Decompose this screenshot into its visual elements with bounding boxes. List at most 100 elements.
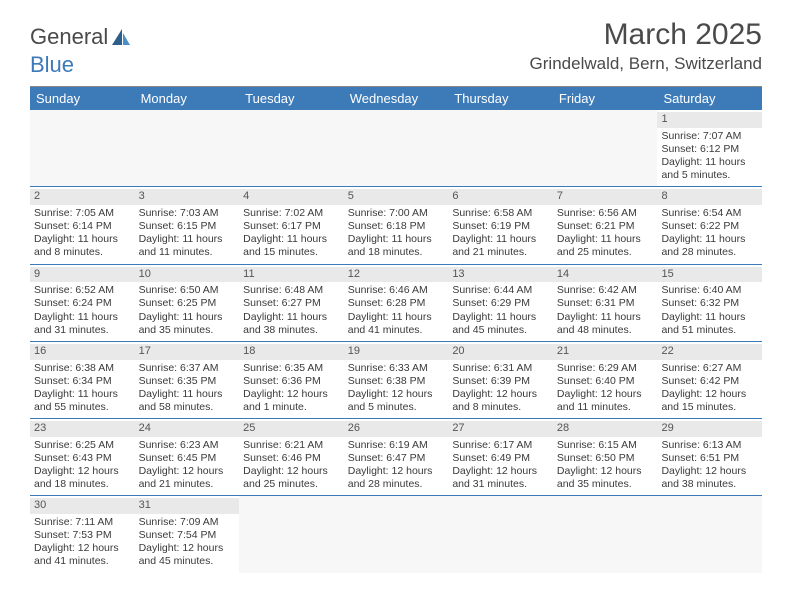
day-daylight: Daylight: 11 hours and 45 minutes. bbox=[452, 311, 549, 337]
week-row: 23Sunrise: 6:25 AMSunset: 6:43 PMDayligh… bbox=[30, 419, 762, 496]
week-row: 1 Sunrise: 7:07 AMSunset: 6:12 PMDaylight… bbox=[30, 110, 762, 187]
day-number: 19 bbox=[344, 344, 449, 360]
day-number: 30 bbox=[30, 498, 135, 514]
day-daylight: Daylight: 12 hours and 8 minutes. bbox=[452, 388, 549, 414]
day-sunset: Sunset: 6:31 PM bbox=[557, 297, 654, 310]
day-daylight: Daylight: 11 hours and 55 minutes. bbox=[34, 388, 131, 414]
day-cell: 19Sunrise: 6:33 AMSunset: 6:38 PMDayligh… bbox=[344, 342, 449, 418]
day-daylight: Daylight: 11 hours and 31 minutes. bbox=[34, 311, 131, 337]
day-daylight: Daylight: 11 hours and 38 minutes. bbox=[243, 311, 340, 337]
day-daylight: Daylight: 11 hours and 5 minutes. bbox=[661, 156, 758, 182]
day-number: 11 bbox=[239, 267, 344, 283]
day-daylight: Daylight: 11 hours and 28 minutes. bbox=[661, 233, 758, 259]
day-number: 29 bbox=[657, 421, 762, 437]
day-cell: 10Sunrise: 6:50 AMSunset: 6:25 PMDayligh… bbox=[135, 265, 240, 341]
day-sunset: Sunset: 6:39 PM bbox=[452, 375, 549, 388]
day-daylight: Daylight: 11 hours and 51 minutes. bbox=[661, 311, 758, 337]
day-cell: 5Sunrise: 7:00 AMSunset: 6:18 PMDaylight… bbox=[344, 187, 449, 263]
day-cell-empty bbox=[448, 496, 553, 572]
day-number: 28 bbox=[553, 421, 658, 437]
day-daylight: Daylight: 12 hours and 45 minutes. bbox=[139, 542, 236, 568]
day-sunset: Sunset: 6:19 PM bbox=[452, 220, 549, 233]
day-number: 24 bbox=[135, 421, 240, 437]
day-sunset: Sunset: 6:12 PM bbox=[661, 143, 758, 156]
day-number: 14 bbox=[553, 267, 658, 283]
day-cell: 23Sunrise: 6:25 AMSunset: 6:43 PMDayligh… bbox=[30, 419, 135, 495]
day-daylight: Daylight: 11 hours and 41 minutes. bbox=[348, 311, 445, 337]
day-cell: 21Sunrise: 6:29 AMSunset: 6:40 PMDayligh… bbox=[553, 342, 658, 418]
day-number: 5 bbox=[344, 189, 449, 205]
day-sunrise: Sunrise: 7:07 AM bbox=[661, 130, 758, 143]
day-number: 25 bbox=[239, 421, 344, 437]
day-cell: 26Sunrise: 6:19 AMSunset: 6:47 PMDayligh… bbox=[344, 419, 449, 495]
day-number: 13 bbox=[448, 267, 553, 283]
day-number: 22 bbox=[657, 344, 762, 360]
day-daylight: Daylight: 11 hours and 15 minutes. bbox=[243, 233, 340, 259]
day-sunrise: Sunrise: 7:03 AM bbox=[139, 207, 236, 220]
day-sunset: Sunset: 6:27 PM bbox=[243, 297, 340, 310]
day-cell: 29Sunrise: 6:13 AMSunset: 6:51 PMDayligh… bbox=[657, 419, 762, 495]
day-sunrise: Sunrise: 6:46 AM bbox=[348, 284, 445, 297]
day-cell: 15Sunrise: 6:40 AMSunset: 6:32 PMDayligh… bbox=[657, 265, 762, 341]
day-daylight: Daylight: 11 hours and 48 minutes. bbox=[557, 311, 654, 337]
day-sunset: Sunset: 6:25 PM bbox=[139, 297, 236, 310]
day-sunset: Sunset: 6:47 PM bbox=[348, 452, 445, 465]
day-sunrise: Sunrise: 7:09 AM bbox=[139, 516, 236, 529]
day-daylight: Daylight: 12 hours and 21 minutes. bbox=[139, 465, 236, 491]
weekday-header-cell: Thursday bbox=[448, 87, 553, 110]
day-sunset: Sunset: 6:46 PM bbox=[243, 452, 340, 465]
brand-logo: General bbox=[30, 24, 132, 50]
day-sunrise: Sunrise: 6:25 AM bbox=[34, 439, 131, 452]
day-daylight: Daylight: 11 hours and 58 minutes. bbox=[139, 388, 236, 414]
day-sunrise: Sunrise: 6:21 AM bbox=[243, 439, 340, 452]
day-sunrise: Sunrise: 6:29 AM bbox=[557, 362, 654, 375]
day-sunset: Sunset: 6:49 PM bbox=[452, 452, 549, 465]
day-daylight: Daylight: 12 hours and 5 minutes. bbox=[348, 388, 445, 414]
day-sunset: Sunset: 6:45 PM bbox=[139, 452, 236, 465]
day-number: 20 bbox=[448, 344, 553, 360]
day-sunset: Sunset: 6:21 PM bbox=[557, 220, 654, 233]
day-sunset: Sunset: 6:40 PM bbox=[557, 375, 654, 388]
day-sunset: Sunset: 7:54 PM bbox=[139, 529, 236, 542]
day-cell-empty bbox=[553, 496, 658, 572]
day-daylight: Daylight: 12 hours and 25 minutes. bbox=[243, 465, 340, 491]
day-sunrise: Sunrise: 6:50 AM bbox=[139, 284, 236, 297]
day-cell: 14Sunrise: 6:42 AMSunset: 6:31 PMDayligh… bbox=[553, 265, 658, 341]
day-sunrise: Sunrise: 6:56 AM bbox=[557, 207, 654, 220]
day-number: 4 bbox=[239, 189, 344, 205]
day-cell-empty bbox=[344, 496, 449, 572]
day-sunset: Sunset: 6:24 PM bbox=[34, 297, 131, 310]
weekday-header-cell: Tuesday bbox=[239, 87, 344, 110]
day-number: 12 bbox=[344, 267, 449, 283]
day-sunrise: Sunrise: 6:13 AM bbox=[661, 439, 758, 452]
day-number: 6 bbox=[448, 189, 553, 205]
month-title: March 2025 bbox=[530, 18, 762, 52]
day-cell: 12Sunrise: 6:46 AMSunset: 6:28 PMDayligh… bbox=[344, 265, 449, 341]
day-sunrise: Sunrise: 6:33 AM bbox=[348, 362, 445, 375]
day-sunset: Sunset: 6:43 PM bbox=[34, 452, 131, 465]
day-daylight: Daylight: 11 hours and 35 minutes. bbox=[139, 311, 236, 337]
day-cell: 25 Sunrise: 6:21 AMSunset: 6:46 PMDayligh… bbox=[239, 419, 344, 495]
day-cell: 11Sunrise: 6:48 AMSunset: 6:27 PMDayligh… bbox=[239, 265, 344, 341]
brand-word-1: General bbox=[30, 24, 108, 50]
day-cell: 9Sunrise: 6:52 AMSunset: 6:24 PMDaylight… bbox=[30, 265, 135, 341]
day-sunrise: Sunrise: 6:40 AM bbox=[661, 284, 758, 297]
day-cell: 22Sunrise: 6:27 AMSunset: 6:42 PMDayligh… bbox=[657, 342, 762, 418]
day-cell: 17Sunrise: 6:37 AMSunset: 6:35 PMDayligh… bbox=[135, 342, 240, 418]
day-sunrise: Sunrise: 6:17 AM bbox=[452, 439, 549, 452]
day-sunrise: Sunrise: 6:54 AM bbox=[661, 207, 758, 220]
day-cell-empty bbox=[657, 496, 762, 572]
day-cell-empty bbox=[239, 496, 344, 572]
day-number: 1 bbox=[657, 112, 762, 128]
day-cell: 6Sunrise: 6:58 AMSunset: 6:19 PMDaylight… bbox=[448, 187, 553, 263]
day-sunrise: Sunrise: 6:37 AM bbox=[139, 362, 236, 375]
day-sunset: Sunset: 6:29 PM bbox=[452, 297, 549, 310]
day-cell: 1 Sunrise: 7:07 AMSunset: 6:12 PMDaylight… bbox=[657, 110, 762, 186]
calendar-grid: SundayMondayTuesdayWednesdayThursdayFrid… bbox=[30, 86, 762, 573]
day-cell: 28Sunrise: 6:15 AMSunset: 6:50 PMDayligh… bbox=[553, 419, 658, 495]
day-cell: 8Sunrise: 6:54 AMSunset: 6:22 PMDaylight… bbox=[657, 187, 762, 263]
weekday-header-cell: Monday bbox=[135, 87, 240, 110]
day-sunset: Sunset: 6:18 PM bbox=[348, 220, 445, 233]
day-daylight: Daylight: 12 hours and 1 minute. bbox=[243, 388, 340, 414]
day-cell-empty bbox=[344, 110, 449, 186]
